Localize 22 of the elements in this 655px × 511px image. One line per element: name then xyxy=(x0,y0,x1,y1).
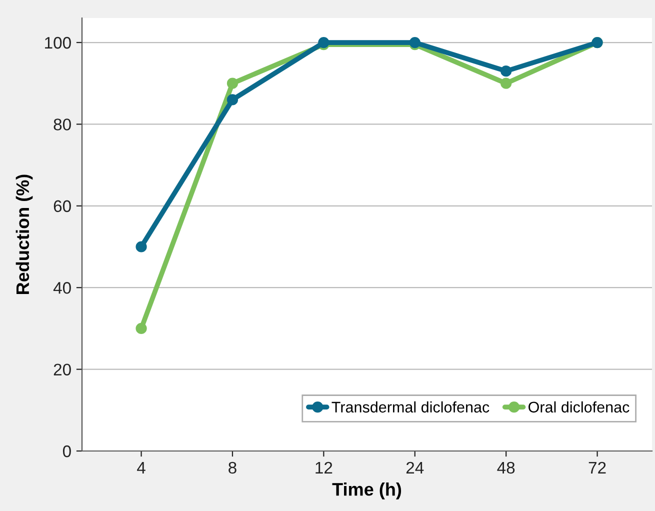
point xyxy=(500,78,512,89)
point xyxy=(136,241,147,252)
legend-label: Transdermal diclofenac xyxy=(332,401,490,413)
x-axis-title: Time (h) xyxy=(332,482,402,500)
y-tick-label: 100 xyxy=(45,36,71,49)
point xyxy=(226,78,238,89)
x-tick-label: 12 xyxy=(316,462,332,474)
y-tick-label: 60 xyxy=(54,200,71,212)
legend-label: Oral diclofenac xyxy=(528,401,630,413)
x-tick-label: 4 xyxy=(137,462,146,474)
x-tick-label: 48 xyxy=(497,462,515,474)
y-tick-label: 40 xyxy=(53,282,71,294)
x-tick-label: 72 xyxy=(588,462,606,474)
point xyxy=(500,66,512,77)
y-tick-label: 20 xyxy=(54,364,71,376)
x-tick-label: 8 xyxy=(228,462,236,474)
y-tick-label: 80 xyxy=(54,118,71,130)
x-tick-label: 24 xyxy=(406,462,424,474)
point xyxy=(226,94,238,106)
y-tick-label: 0 xyxy=(62,445,71,458)
y-axis-title: Reduction (%) xyxy=(16,174,33,294)
point xyxy=(136,322,147,334)
